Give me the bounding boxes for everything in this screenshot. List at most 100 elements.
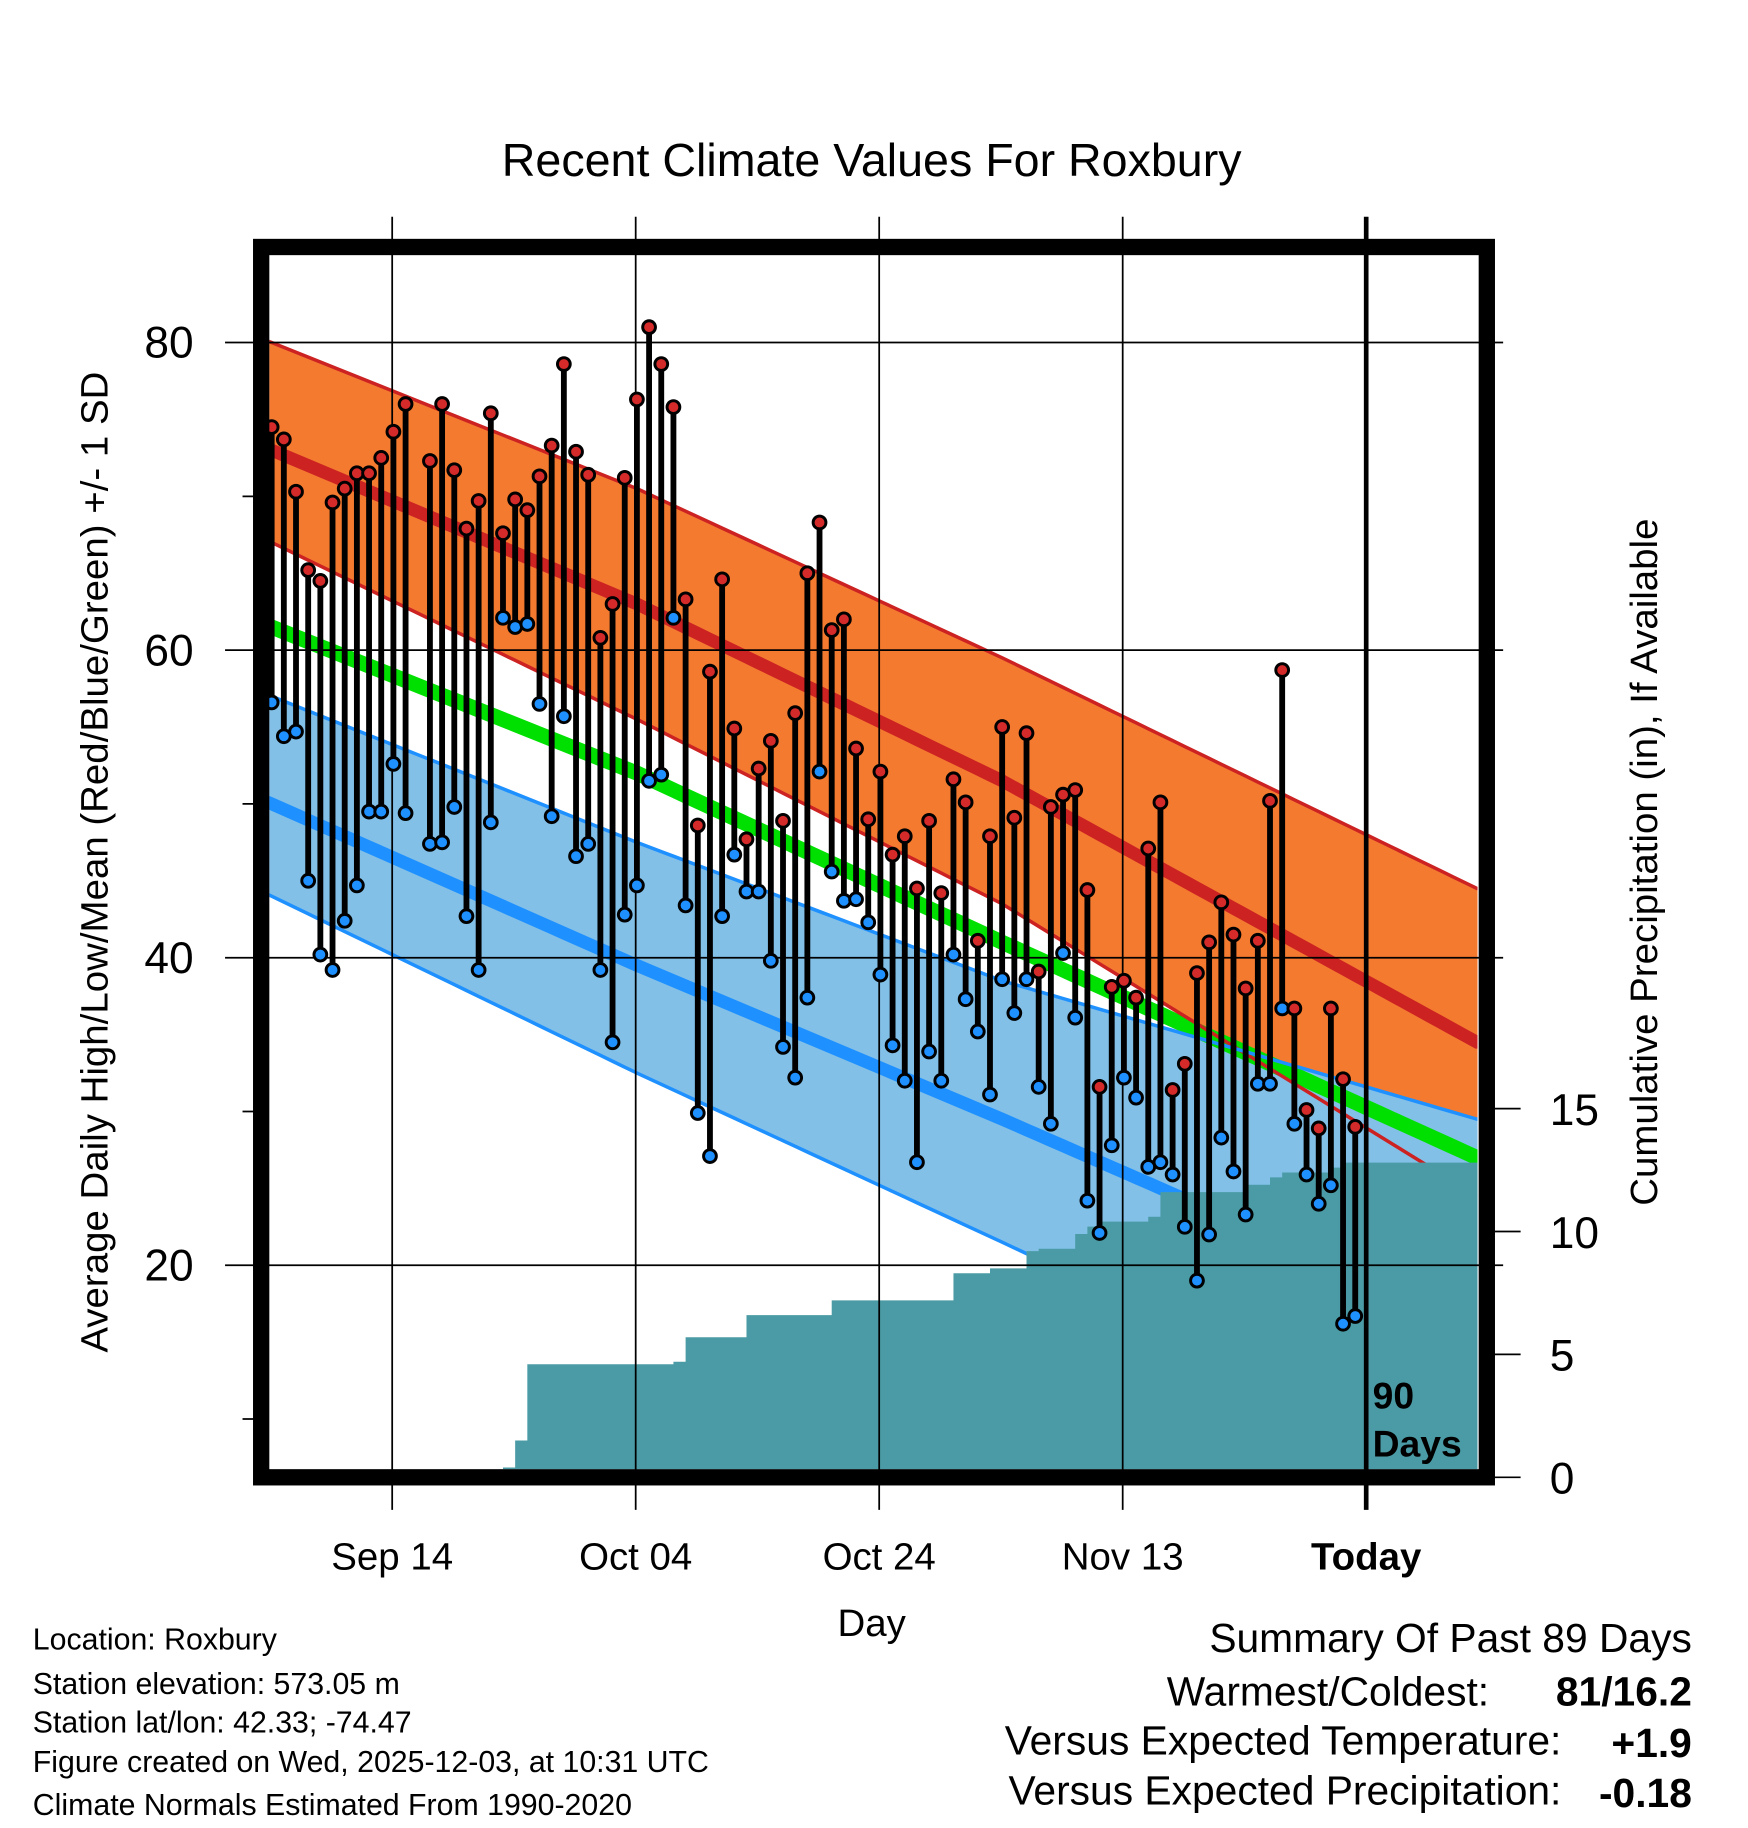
daily-low-point xyxy=(909,1154,925,1171)
daily-high-point xyxy=(1310,1120,1327,1137)
y2-tick-label: 15 xyxy=(1550,1086,1599,1135)
daily-low-point xyxy=(1103,1137,1120,1154)
daily-high-point xyxy=(1237,980,1254,997)
daily-low-point xyxy=(1225,1163,1242,1180)
daily-low-point xyxy=(714,908,730,925)
daily-low-point xyxy=(860,914,877,931)
daily-high-point xyxy=(1335,1071,1351,1088)
daily-low-point xyxy=(1323,1177,1339,1194)
daily-low-point xyxy=(994,971,1011,988)
daily-low-point xyxy=(1006,1005,1023,1021)
daily-high-point xyxy=(762,732,779,749)
y-tick-label: 40 xyxy=(144,934,193,983)
daily-low-point xyxy=(1298,1166,1315,1183)
daily-high-point xyxy=(677,591,694,608)
daily-high-point xyxy=(702,663,718,680)
daily-low-point xyxy=(726,846,743,863)
daily-high-point xyxy=(604,596,621,612)
daily-low-point xyxy=(495,609,511,626)
today-days-label: Days xyxy=(1373,1422,1462,1464)
daily-low-point xyxy=(823,863,840,880)
daily-high-point xyxy=(1018,725,1035,742)
footer-latlon: Station lat/lon: 42.33; -74.47 xyxy=(33,1706,412,1739)
daily-high-point xyxy=(1274,662,1291,678)
daily-high-point xyxy=(933,885,950,901)
daily-high-point xyxy=(1091,1079,1108,1095)
daily-high-point xyxy=(482,405,499,422)
daily-high-point xyxy=(1201,934,1217,951)
daily-low-point xyxy=(1310,1195,1327,1212)
daily-high-point xyxy=(1347,1118,1364,1135)
daily-high-point xyxy=(555,356,572,372)
daily-high-point xyxy=(519,502,536,519)
daily-high-point xyxy=(799,565,816,582)
daily-high-point xyxy=(945,771,962,788)
daily-high-point xyxy=(397,396,414,412)
daily-high-point xyxy=(275,431,292,448)
daily-low-point xyxy=(604,1034,621,1051)
daily-low-point xyxy=(921,1043,937,1060)
daily-high-point xyxy=(909,880,925,897)
daily-high-point xyxy=(300,562,317,579)
daily-low-point xyxy=(1018,971,1035,988)
daily-high-point xyxy=(1249,932,1266,949)
x-tick-label: Oct 24 xyxy=(823,1535,936,1578)
daily-low-point xyxy=(787,1069,804,1086)
footer-created: Figure created on Wed, 2025-12-03, at 10… xyxy=(33,1746,709,1779)
daily-high-point xyxy=(1006,809,1023,826)
daily-low-point xyxy=(1030,1079,1047,1095)
daily-high-point xyxy=(982,828,998,845)
chart-title: Recent Climate Values For Roxbury xyxy=(502,134,1242,186)
daily-high-point xyxy=(324,494,341,511)
daily-low-point xyxy=(884,1037,901,1054)
daily-high-point xyxy=(1116,972,1132,989)
daily-low-point xyxy=(1128,1089,1144,1106)
daily-high-point xyxy=(994,719,1011,735)
daily-low-point xyxy=(799,989,816,1006)
daily-low-point xyxy=(1164,1166,1181,1183)
daily-low-point xyxy=(349,877,365,894)
station-info: Location: Roxbury Station elevation: 573… xyxy=(33,1624,709,1822)
daily-high-point xyxy=(957,794,974,811)
daily-high-point xyxy=(836,611,852,628)
daily-high-point xyxy=(1225,926,1242,943)
daily-low-point xyxy=(945,946,962,963)
y2-axis-label: Cumulative Precipitation (in), If Availa… xyxy=(1623,519,1666,1206)
daily-high-point xyxy=(738,831,755,848)
daily-high-point xyxy=(921,812,937,829)
daily-low-point xyxy=(434,834,450,851)
daily-high-point xyxy=(543,437,560,454)
temp-departure-label: Versus Expected Temperature: xyxy=(1005,1718,1562,1764)
precip-departure-value: -0.18 xyxy=(1599,1770,1692,1816)
daily-high-point xyxy=(726,720,743,737)
daily-low-point xyxy=(336,912,353,929)
daily-high-point xyxy=(592,629,609,646)
x-tick-label: Oct 04 xyxy=(579,1535,692,1578)
daily-high-point xyxy=(884,846,901,863)
daily-high-point xyxy=(714,571,730,588)
daily-low-point xyxy=(543,808,560,825)
daily-low-point xyxy=(555,708,572,725)
daily-high-point xyxy=(422,453,438,469)
daily-low-point xyxy=(1335,1315,1351,1332)
daily-high-point xyxy=(653,356,670,372)
daily-low-point xyxy=(762,952,779,969)
daily-low-point xyxy=(1262,1075,1278,1092)
x-axis-label: Day xyxy=(837,1602,906,1645)
daily-low-point xyxy=(1176,1218,1193,1235)
daily-low-point xyxy=(592,962,609,978)
footer-normals: Climate Normals Estimated From 1990-2020 xyxy=(33,1789,632,1822)
daily-high-point xyxy=(616,470,633,486)
daily-high-point xyxy=(750,760,767,777)
daily-low-point xyxy=(872,966,889,983)
daily-high-point xyxy=(689,817,706,834)
y2-tick-label: 10 xyxy=(1550,1209,1599,1258)
daily-low-point xyxy=(1116,1069,1132,1086)
daily-high-point xyxy=(1176,1055,1193,1072)
daily-high-point xyxy=(1323,1000,1339,1017)
daily-high-point xyxy=(1067,782,1084,798)
daily-low-point xyxy=(324,962,341,978)
x-tick-label: Sep 14 xyxy=(331,1535,453,1578)
daily-low-point xyxy=(568,848,584,865)
